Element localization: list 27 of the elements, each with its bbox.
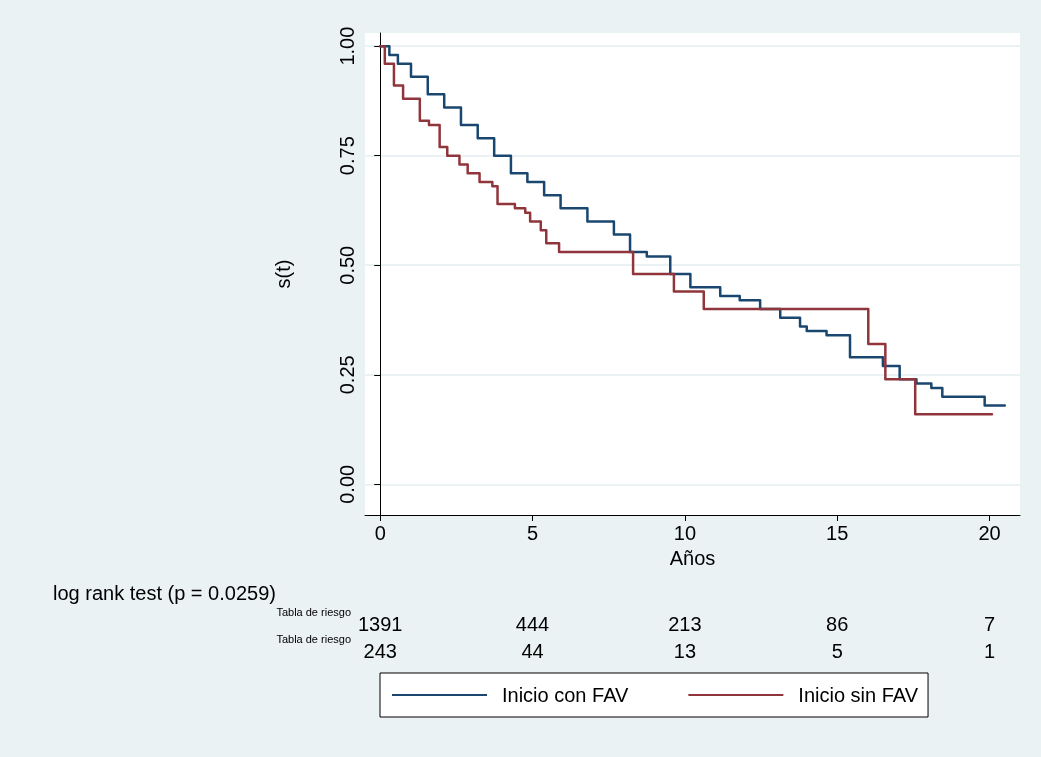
- x-tick-label: 5: [527, 522, 539, 544]
- y-tick-label: 0.00: [336, 464, 358, 504]
- y-tick-label: 0.25: [336, 355, 358, 395]
- text: 44: [521, 640, 544, 662]
- text: 7: [983, 613, 996, 635]
- x-axis-title: Años: [669, 546, 716, 569]
- text: 444: [515, 613, 550, 635]
- x-tick-label: 10: [673, 522, 697, 544]
- text: 1: [983, 640, 996, 662]
- text: 86: [826, 613, 849, 635]
- text: Tabla de riesgo: [276, 633, 351, 645]
- x-tick-label: 15: [826, 522, 849, 544]
- text: 5: [831, 640, 843, 662]
- x-tick-label: 0: [374, 522, 386, 544]
- text: 213: [668, 613, 702, 635]
- y-axis-title: s(t): [272, 259, 294, 289]
- y-tick-label: 0.75: [336, 136, 358, 176]
- text: log rank test (p = 0.0259): [53, 582, 276, 604]
- text: 1391: [357, 613, 403, 635]
- y-tick-label: 1.00: [336, 26, 358, 66]
- legend-label: Inicio con FAV: [502, 684, 630, 706]
- text: 243: [363, 640, 397, 662]
- x-tick-label: 20: [978, 522, 1001, 544]
- text: Tabla de riesgo: [276, 606, 351, 618]
- legend-label: Inicio sin FAV: [798, 684, 919, 706]
- y-tick-label: 0.50: [336, 245, 358, 285]
- text: 13: [673, 640, 697, 662]
